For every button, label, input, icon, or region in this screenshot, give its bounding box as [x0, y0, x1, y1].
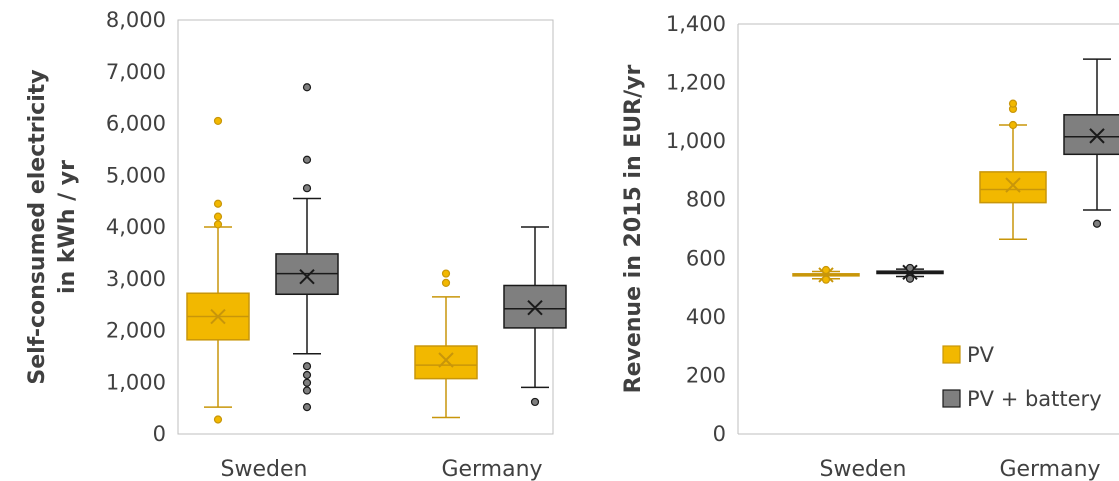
- mean-marker: [902, 264, 918, 281]
- box-pv-battery-sweden: [876, 263, 944, 283]
- y-tick-label: 6,000: [106, 112, 166, 136]
- legend-label: PV + battery: [967, 387, 1102, 411]
- outlier-point: [302, 386, 312, 395]
- chart-panel-1: 0 1,000 2,000 3,000 4,000 5,000 6,000 7,000 8,00…: [25, 8, 567, 481]
- mean-marker: [210, 308, 226, 325]
- outlier-point: [530, 397, 540, 407]
- outlier-point: [302, 83, 312, 92]
- legend-swatch: [942, 345, 961, 364]
- outlier-point: [1092, 219, 1102, 228]
- y-tick-label: 1,000: [106, 370, 166, 394]
- y-tick-label: 8,000: [106, 8, 166, 32]
- box-pv-battery-germany: [503, 226, 567, 407]
- mean-marker: [299, 268, 315, 285]
- outlier-point: [213, 116, 223, 126]
- box-pv-germany: [414, 269, 478, 419]
- box-iqr: [414, 345, 478, 380]
- y-axis-label: Self-consumed electricity: [25, 69, 50, 384]
- outlier-point: [302, 402, 312, 412]
- outlier-point: [905, 263, 915, 273]
- y-tick-label: 1,400: [666, 12, 726, 36]
- box-pv-sweden: [186, 116, 250, 424]
- x-category-label: Germany: [441, 457, 542, 481]
- y-tick-label: 400: [686, 305, 726, 329]
- legend-swatch: [942, 389, 961, 408]
- outlier-point: [302, 362, 312, 371]
- outlier-point: [441, 269, 451, 278]
- box-pv-battery-germany: [1063, 58, 1119, 228]
- outlier-point: [302, 370, 312, 380]
- outlier-point: [1008, 99, 1018, 108]
- y-tick-label: 1,000: [666, 129, 726, 153]
- y-tick-label: 1,200: [666, 71, 726, 95]
- y-tick-label: 200: [686, 363, 726, 387]
- box-pv-battery-sweden: [275, 83, 339, 412]
- y-tick-label: 4,000: [106, 215, 166, 239]
- mean-marker: [1005, 177, 1021, 193]
- outlier-point: [441, 278, 451, 287]
- x-category-label: Sweden: [820, 457, 907, 481]
- outlier-point: [302, 378, 312, 387]
- outlier-point: [302, 184, 312, 193]
- y-tick-label: 5,000: [106, 163, 166, 187]
- y-tick-label: 0: [713, 422, 726, 446]
- y-axis-label: Revenue in 2015 in EUR/yr: [621, 65, 646, 394]
- y-tick-label: 7,000: [106, 60, 166, 84]
- outlier-point: [821, 265, 831, 275]
- outlier-point: [821, 275, 831, 284]
- outlier-point: [213, 415, 223, 424]
- y-tick-label: 800: [686, 188, 726, 212]
- mean-marker: [1089, 128, 1105, 144]
- box-pv-sweden: [792, 265, 860, 284]
- y-axis-label: in kWh / yr: [55, 160, 80, 294]
- chart-panel-2: 0 200 400 600 800 1,000 1,200 1,400 Revenue in 2…: [621, 12, 1119, 481]
- outlier-point: [905, 274, 915, 283]
- legend-label: PV: [967, 343, 995, 367]
- outlier-point: [1008, 120, 1018, 130]
- y-tick-label: 0: [153, 422, 166, 446]
- mean-marker: [527, 300, 543, 316]
- legend: PV PV + battery: [942, 343, 1102, 411]
- outlier-point: [213, 212, 223, 221]
- outlier-point: [213, 199, 223, 208]
- box-iqr: [979, 171, 1047, 204]
- mean-marker: [438, 352, 454, 368]
- box-pv-germany: [979, 99, 1047, 240]
- y-tick-label: 600: [686, 246, 726, 270]
- y-tick-label: 2,000: [106, 319, 166, 343]
- y-tick-label: 3,000: [106, 267, 166, 291]
- x-category-label: Germany: [999, 457, 1100, 481]
- plot-area: [177, 19, 554, 435]
- x-category-label: Sweden: [221, 457, 308, 481]
- outlier-point: [302, 155, 312, 164]
- outlier-point: [213, 220, 223, 229]
- box-iqr: [1063, 114, 1119, 156]
- mean-marker: [818, 267, 834, 283]
